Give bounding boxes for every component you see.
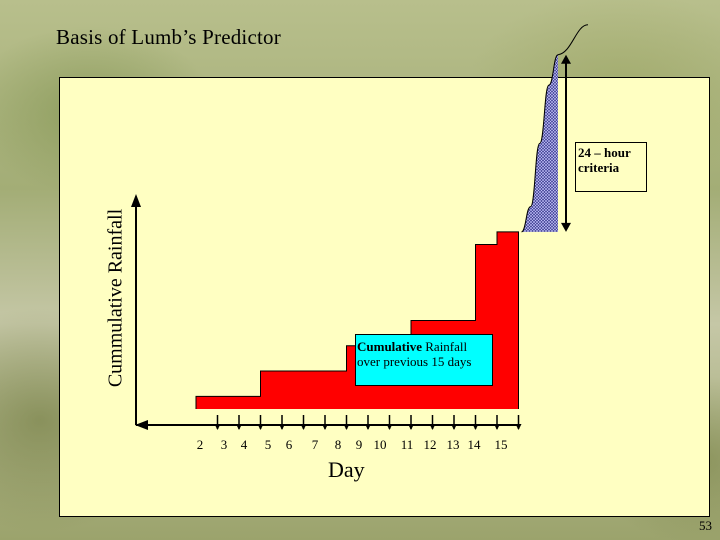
- day-tick-arrowhead: [386, 424, 393, 430]
- rainfall-bar: [325, 371, 347, 409]
- x-tick-label: 8: [334, 437, 342, 452]
- x-axis-label: Day: [328, 457, 365, 482]
- criteria-area-mask: [520, 231, 559, 409]
- rainfall-bar: [282, 371, 304, 409]
- day-tick-arrowhead: [494, 424, 500, 430]
- x-tick-label: 13: [446, 437, 460, 452]
- axes-layer: [131, 194, 522, 430]
- rainfall-bar: [196, 396, 218, 409]
- day-tick-arrowhead: [365, 424, 371, 430]
- x-tick-label: 14: [467, 437, 481, 452]
- x-tick-label: 12: [423, 437, 437, 452]
- rainfall-bar: [303, 371, 326, 409]
- day-tick-arrowhead: [515, 424, 522, 430]
- x-tick-label: 6: [285, 437, 293, 452]
- x-tick-label: 9: [355, 437, 363, 452]
- x-tick-label: 15: [494, 437, 508, 452]
- day-tick-arrowhead: [322, 424, 328, 430]
- day-tick-arrowhead: [236, 424, 242, 430]
- x-tick-label: 11: [400, 437, 414, 452]
- x-tick-label: 7: [311, 437, 319, 452]
- cumulative-rainfall-label: Cumulative Rainfall over previous 15 day…: [355, 334, 493, 386]
- rainfall-bar: [239, 396, 261, 409]
- day-tick-arrowhead: [429, 424, 436, 430]
- rainfall-bar: [260, 371, 283, 409]
- day-tick-arrowhead: [214, 424, 221, 430]
- day-tick-arrowhead: [343, 424, 350, 430]
- x-tick-label: 3: [220, 437, 228, 452]
- y-axis-arrow: [131, 194, 141, 207]
- day-tick-arrowhead: [472, 424, 479, 430]
- cumulative-label-bold: Cumulative: [357, 339, 422, 354]
- y-axis-label: Cummulative Rainfall: [104, 208, 127, 388]
- x-tick-label: 10: [373, 437, 387, 452]
- rainfall-bar: [497, 231, 519, 409]
- slide-title: Basis of Lumb’s Predictor: [56, 25, 281, 49]
- criteria-curve: [521, 24, 589, 233]
- criteria-layer: [520, 24, 589, 410]
- x-tick-label: 4: [240, 437, 248, 452]
- cumulative-label-rest: Rainfall over previous 15 days: [357, 339, 472, 369]
- x-tick-label: 5: [264, 437, 272, 452]
- day-tick-arrowhead: [257, 424, 264, 430]
- day-tick-arrowhead: [279, 424, 285, 430]
- day-tick-arrowhead: [300, 424, 307, 430]
- day-tick-arrowhead: [451, 424, 457, 430]
- x-tick-label: 2: [196, 437, 204, 452]
- criteria-label: 24 – hour criteria: [575, 142, 647, 192]
- day-tick-arrowhead: [408, 424, 414, 430]
- x-axis-arrow-left: [135, 420, 148, 430]
- rainfall-bar: [217, 396, 240, 409]
- criteria-arrow-head-top: [561, 54, 571, 64]
- page-number: 53: [699, 518, 712, 533]
- criteria-arrow-head-bottom: [561, 222, 571, 232]
